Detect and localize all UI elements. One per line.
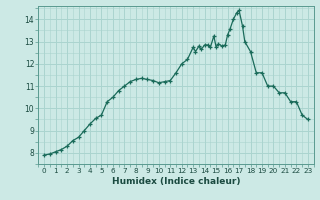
X-axis label: Humidex (Indice chaleur): Humidex (Indice chaleur) [112,177,240,186]
